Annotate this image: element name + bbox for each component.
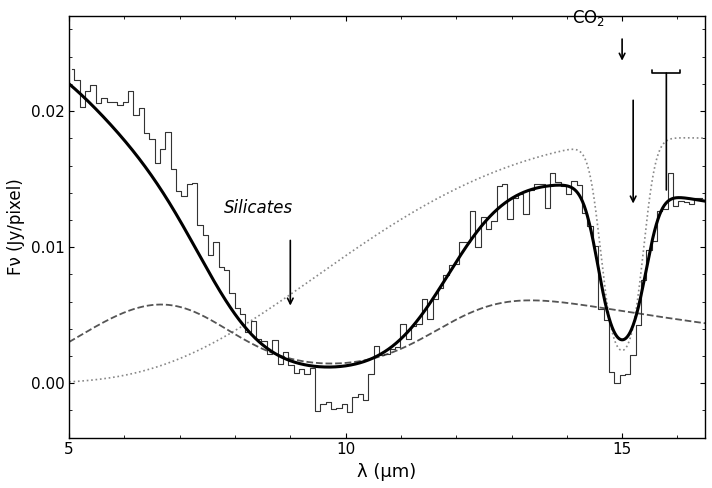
Y-axis label: Fν (Jy/pixel): Fν (Jy/pixel)	[7, 179, 25, 275]
Text: Silicates: Silicates	[224, 199, 293, 217]
X-axis label: λ (μm): λ (μm)	[357, 463, 417, 481]
Text: CO$_2$: CO$_2$	[572, 8, 605, 28]
